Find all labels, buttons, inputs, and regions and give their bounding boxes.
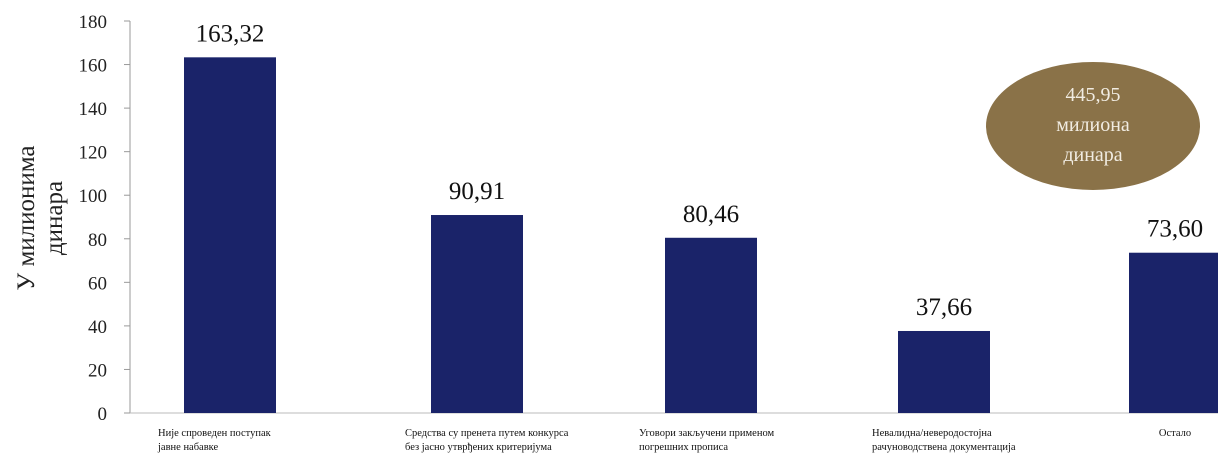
data-label: 163,32 bbox=[196, 20, 265, 47]
y-tick-label: 140 bbox=[79, 99, 108, 120]
data-labels: 163,32 90,91 80,46 37,66 73,60 bbox=[196, 20, 1204, 321]
bar bbox=[184, 57, 276, 414]
category-label: рачуноводствена документација bbox=[872, 442, 1016, 453]
y-axis-label: У милионима динара bbox=[13, 145, 68, 290]
category-label: погрешних прописа bbox=[639, 442, 728, 453]
bar bbox=[665, 237, 757, 413]
category-label: без јасно утврђених критеријума bbox=[405, 442, 552, 453]
total-badge-line-3: динара bbox=[1063, 144, 1122, 166]
total-badge-line-1: 445,95 bbox=[1066, 84, 1121, 106]
category-label: јавне набавке bbox=[157, 442, 219, 453]
y-axis: 0 20 40 60 80 100 120 140 160 180 bbox=[79, 12, 1218, 425]
y-tick-label: 80 bbox=[88, 230, 107, 251]
y-tick-label: 0 bbox=[98, 404, 108, 425]
y-tick-label: 40 bbox=[88, 317, 107, 338]
category-label: Није спроведен поступак bbox=[158, 428, 272, 439]
category-labels: Није спроведен поступак јавне набавке Сред… bbox=[157, 428, 1191, 453]
category-label: Уговори закључени применом bbox=[639, 428, 774, 439]
category-label: Средства су пренета путем конкурса bbox=[405, 428, 569, 439]
y-tick-label: 60 bbox=[88, 273, 107, 294]
bar bbox=[898, 330, 990, 413]
category-label: Остало bbox=[1159, 428, 1191, 439]
y-axis-label-line-2: динара bbox=[41, 181, 68, 255]
y-tick-label: 160 bbox=[79, 56, 108, 77]
data-label: 73,60 bbox=[1147, 216, 1203, 243]
total-badge-line-2: милиона bbox=[1056, 114, 1130, 136]
bar bbox=[1129, 252, 1218, 413]
data-label: 80,46 bbox=[683, 201, 739, 228]
y-tick-label: 180 bbox=[79, 12, 108, 33]
data-label: 37,66 bbox=[916, 294, 972, 321]
y-axis-label-line-1: У милионима bbox=[13, 145, 40, 290]
y-tick-label: 20 bbox=[88, 360, 107, 381]
data-label: 90,91 bbox=[449, 178, 505, 205]
bar bbox=[431, 215, 523, 413]
y-tick-label: 100 bbox=[79, 186, 108, 207]
bars bbox=[184, 57, 1218, 414]
category-label: Невалидна/неверодостојна bbox=[872, 428, 992, 439]
y-tick-label: 120 bbox=[79, 143, 108, 164]
total-badge: 445,95 милиона динара bbox=[986, 62, 1200, 190]
total-badge-ellipse bbox=[986, 62, 1200, 190]
